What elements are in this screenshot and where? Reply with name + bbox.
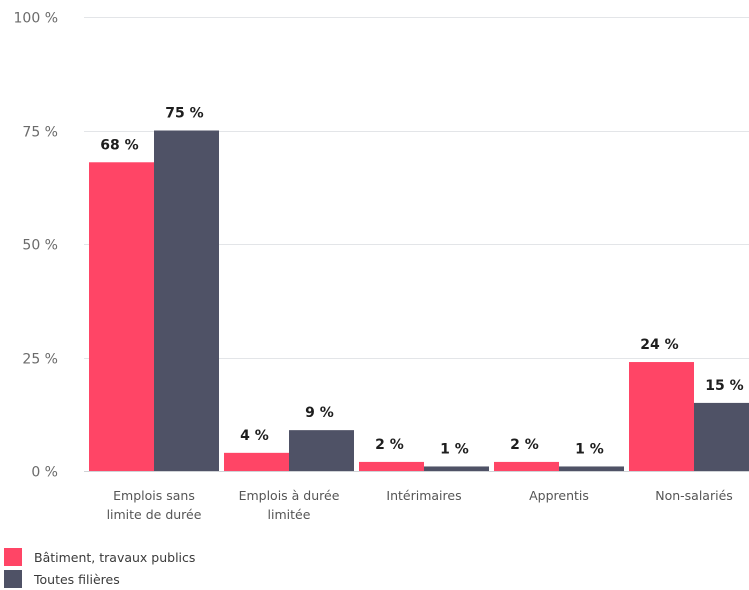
bar-toutes-filieres[interactable] <box>559 466 624 471</box>
bar-toutes-filieres[interactable] <box>154 130 219 472</box>
bars <box>89 130 749 472</box>
y-tick-label: 25 % <box>22 352 58 368</box>
value-label: 75 % <box>165 106 203 122</box>
bar-toutes-filieres[interactable] <box>694 402 749 471</box>
value-label: 1 % <box>440 441 469 457</box>
value-label: 9 % <box>305 405 334 421</box>
legend-label-batiment: Bâtiment, travaux publics <box>34 549 196 565</box>
y-axis-tick-labels: 100 % 75 % 50 % 25 % 0 % <box>14 11 58 481</box>
y-tick-label: 75 % <box>22 125 58 141</box>
value-label: 68 % <box>100 137 138 153</box>
y-tick-label: 0 % <box>31 465 58 481</box>
bar-batiment[interactable] <box>359 461 424 471</box>
category-label: Apprentis <box>529 488 589 503</box>
category-label: Non-salariés <box>655 488 733 503</box>
bar-batiment[interactable] <box>494 461 559 471</box>
value-label: 4 % <box>240 428 269 444</box>
bar-batiment[interactable] <box>224 452 289 471</box>
category-label: Intérimaires <box>386 488 461 503</box>
legend-item-toutes-filieres[interactable]: Toutes filières <box>4 568 304 590</box>
legend-swatch-toutes-filieres <box>4 570 22 588</box>
value-labels: 68 % 4 % 2 % 2 % 24 % 75 % 9 % 1 % 1 % 15 % <box>100 106 743 458</box>
category-label: Emplois sans limite de durée <box>107 488 202 522</box>
bar-batiment[interactable] <box>89 162 154 471</box>
value-label: 2 % <box>375 437 404 453</box>
legend-label-toutes-filieres: Toutes filières <box>34 571 120 587</box>
value-label: 24 % <box>640 337 678 353</box>
legend-swatch-batiment <box>4 548 22 566</box>
bar-toutes-filieres[interactable] <box>424 466 489 471</box>
y-tick-label: 50 % <box>22 238 58 254</box>
category-label: Emplois à durée limitée <box>239 488 340 522</box>
bar-toutes-filieres[interactable] <box>289 430 354 471</box>
value-label: 1 % <box>575 441 604 457</box>
bar-batiment[interactable] <box>629 362 694 471</box>
x-axis-category-labels: Emplois sans limite de durée Emplois à dur… <box>107 488 733 522</box>
value-label: 15 % <box>705 378 743 394</box>
legend-item-batiment[interactable]: Bâtiment, travaux publics <box>4 546 304 568</box>
y-tick-label: 100 % <box>14 11 58 27</box>
legend: Bâtiment, travaux publics Toutes filière… <box>4 546 304 590</box>
value-label: 2 % <box>510 437 539 453</box>
